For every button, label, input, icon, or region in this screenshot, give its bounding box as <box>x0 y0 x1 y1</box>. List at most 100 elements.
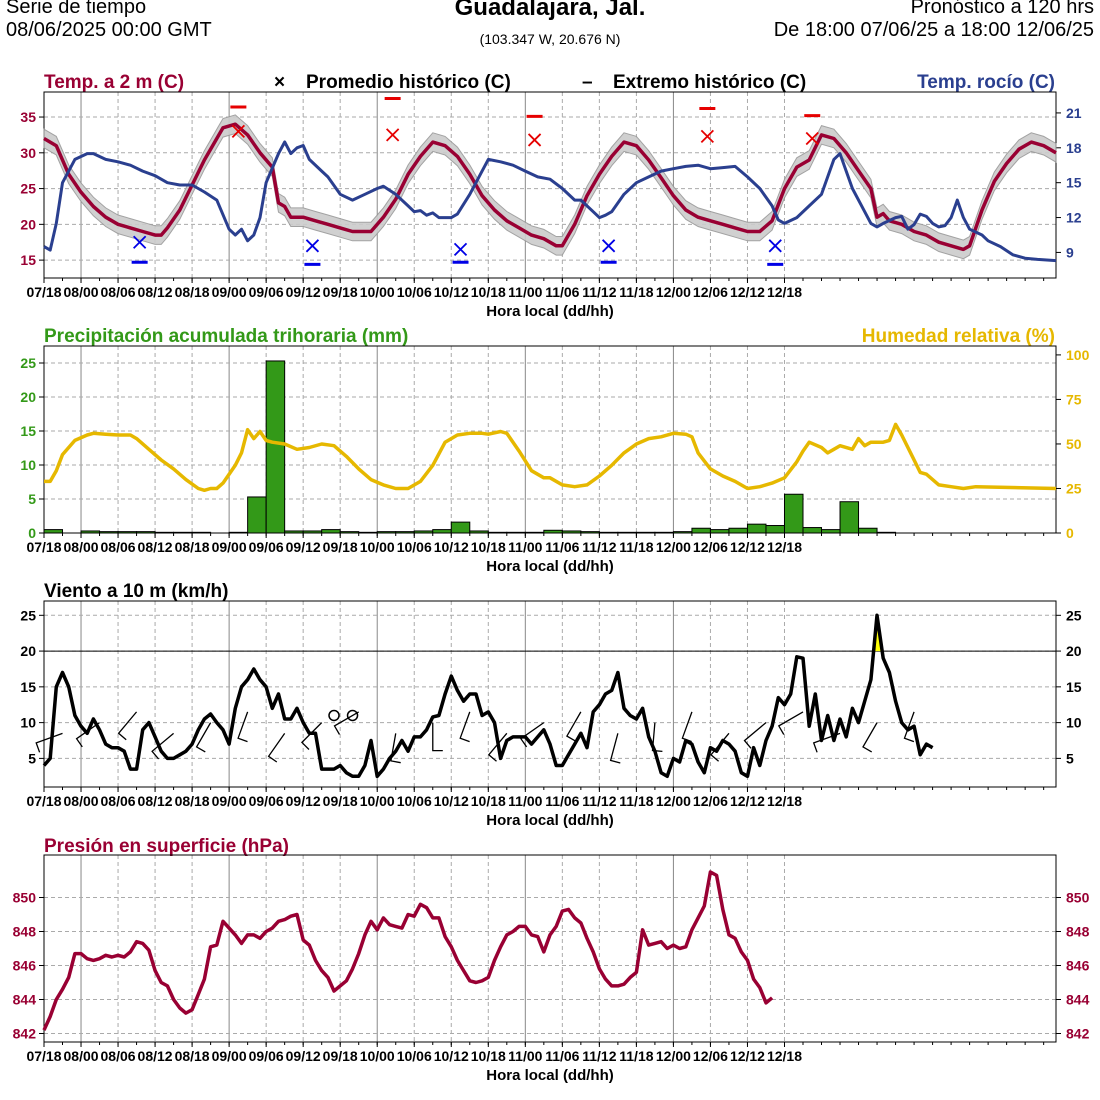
x-tick-label: 11/00 <box>508 793 542 809</box>
x-tick-label: 08/06 <box>101 539 136 555</box>
y-tick-label-left: 842 <box>13 1026 37 1042</box>
y-tick-label-right: 12 <box>1066 210 1082 226</box>
x-tick-label: 09/12 <box>286 793 321 809</box>
x-tick-label: 11/18 <box>619 1048 653 1064</box>
precip-bar <box>783 493 804 534</box>
precip-bar <box>765 525 785 534</box>
wind-barb <box>609 733 621 764</box>
x-tick-label: 10/06 <box>397 284 432 300</box>
precip-bar <box>80 530 101 534</box>
precip-bar <box>746 523 767 534</box>
x-tick-label: 09/12 <box>286 1048 321 1064</box>
x-tick-label: 12/12 <box>730 1048 765 1064</box>
location-title: Guadalajara, Jal. <box>454 0 646 21</box>
x-tick-label: 11/00 <box>508 1048 542 1064</box>
y-tick-label-right: 25 <box>1066 607 1082 623</box>
precip-bar <box>43 529 64 534</box>
y-tick-label-left: 35 <box>20 109 36 125</box>
y-tick-label-left: 15 <box>20 679 36 695</box>
x-tick-label: 10/00 <box>360 793 395 809</box>
x-tick-label: 09/00 <box>212 1048 247 1064</box>
y-tick-label-left: 20 <box>20 389 36 405</box>
precip-bar <box>432 529 452 534</box>
x-tick-label: 09/18 <box>323 1048 358 1064</box>
precip-bar <box>191 531 212 534</box>
y-tick-label-right: 9 <box>1066 244 1074 260</box>
y-tick-label-left: 25 <box>20 355 36 371</box>
x-tick-label: 11/12 <box>582 1048 616 1064</box>
hist-avg-legend: Promedio histórico (C) <box>306 72 511 93</box>
x-tick-label: 10/18 <box>471 1048 506 1064</box>
y-tick-label-left: 25 <box>20 181 36 197</box>
precip-bar <box>284 530 304 534</box>
precip-bar <box>876 531 897 534</box>
x-tick-label: 08/06 <box>101 284 136 300</box>
x-tick-label: 08/12 <box>138 284 173 300</box>
x-tick-label: 11/12 <box>582 793 616 809</box>
x-tick-label: 10/00 <box>360 539 395 555</box>
x-axis-label: Hora local (dd/hh) <box>486 303 614 320</box>
precip-bar <box>321 529 341 534</box>
x-tick-label: 12/06 <box>693 284 728 300</box>
precip-bar <box>302 530 323 534</box>
precip-bar <box>99 531 119 534</box>
precip-bar <box>654 531 674 534</box>
x-tick-label: 10/12 <box>434 539 469 555</box>
wind-barb <box>487 732 508 762</box>
wind-barb <box>743 722 767 749</box>
x-tick-label: 08/06 <box>101 793 136 809</box>
x-tick-label: 07/18 <box>26 793 61 809</box>
wind-barb <box>681 711 693 743</box>
x-tick-label: 08/12 <box>138 793 173 809</box>
wind-barb <box>75 722 100 748</box>
precip-bar <box>395 531 415 534</box>
wind-barb <box>459 711 471 743</box>
x-tick-label: 11/12 <box>582 284 616 300</box>
pressure-line <box>42 870 774 1031</box>
temp-title: Temp. a 2 m (C) <box>44 72 184 93</box>
y-tick-label-left: 848 <box>13 924 37 940</box>
x-tick-label: 12/12 <box>730 539 765 555</box>
historical-average-marker <box>133 235 147 249</box>
humidity-title: Humedad relativa (%) <box>862 326 1055 347</box>
x-tick-label: 12/12 <box>730 793 765 809</box>
x-tick-label: 12/18 <box>767 1048 802 1064</box>
x-tick-label: 09/06 <box>249 1048 284 1064</box>
x-tick-label: 08/18 <box>175 1048 210 1064</box>
x-tick-label: 09/18 <box>323 539 358 555</box>
x-tick-label: 08/00 <box>64 793 99 809</box>
wind-title: Viento a 10 m (km/h) <box>44 581 228 602</box>
y-tick-label-left: 5 <box>28 491 36 507</box>
temperature-panel: Temp. a 2 m (C) × Promedio histórico (C)… <box>20 72 1081 320</box>
pressure-panel: Presión en superficie (hPa) 07/18 08/00 08… <box>13 836 1090 1084</box>
x-tick-label: 09/00 <box>212 284 247 300</box>
wind-barb <box>903 711 915 743</box>
y-tick-label-right: 848 <box>1066 924 1090 940</box>
y-tick-label-left: 846 <box>13 958 37 974</box>
wind-barb <box>151 732 175 760</box>
x-tick-label: 08/00 <box>64 284 99 300</box>
precip-bar <box>339 531 360 534</box>
x-tick-label: 09/06 <box>249 284 284 300</box>
temperature-line <box>43 122 1057 252</box>
x-tick-label: 12/18 <box>767 539 802 555</box>
x-tick-label: 08/18 <box>175 539 210 555</box>
x-tick-label: 07/18 <box>26 1048 61 1064</box>
pressure-title: Presión en superficie (hPa) <box>44 836 289 857</box>
x-tick-label: 08/00 <box>64 1048 99 1064</box>
location-coords: (103.347 W, 20.676 N) <box>479 31 621 47</box>
plot-frame <box>43 91 1057 279</box>
wind-barb <box>117 711 138 741</box>
x-tick-label: 09/18 <box>323 284 358 300</box>
precip-bar <box>413 530 434 534</box>
humidity-line <box>44 422 1057 493</box>
hist-ext-legend: Extremo histórico (C) <box>613 72 806 93</box>
y-tick-label-right: 25 <box>1066 480 1082 496</box>
x-tick-label: 10/12 <box>434 1048 469 1064</box>
precip-bar <box>858 527 878 534</box>
precip-bar <box>154 531 175 534</box>
y-tick-label-left: 15 <box>20 252 36 268</box>
y-tick-label-left: 30 <box>20 145 36 161</box>
historical-average-marker <box>231 124 246 138</box>
y-tick-label-left: 10 <box>20 715 36 731</box>
